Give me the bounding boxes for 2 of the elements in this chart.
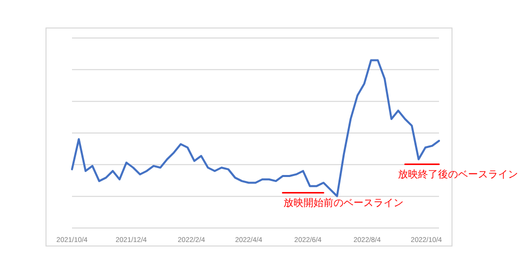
annotation: 放映開始前のベースライン [284,196,404,209]
annotation: 放映終了後のベースライン [398,168,518,180]
